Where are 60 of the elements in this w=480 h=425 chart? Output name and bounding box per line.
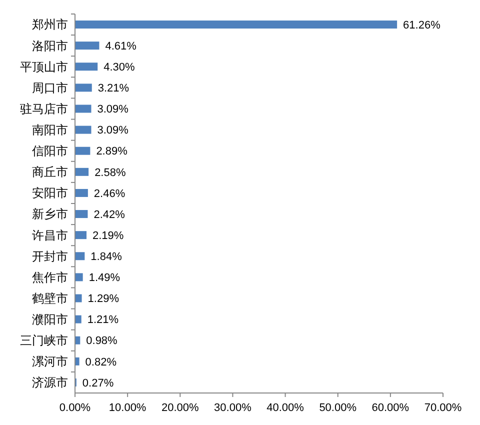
data-label: 1.21%: [87, 314, 119, 326]
data-label: 0.82%: [85, 356, 117, 368]
bar: [75, 42, 100, 50]
data-label: 0.27%: [82, 377, 114, 390]
x-tick-label: 30.00%: [214, 402, 252, 414]
bar: [75, 104, 92, 113]
y-tick-label: 信阳市: [32, 144, 68, 158]
y-tick-label: 商丘市: [32, 165, 68, 180]
y-tick-label: 安阳市: [32, 186, 68, 200]
data-label: 1.29%: [88, 293, 120, 306]
y-tick-label: 鹤壁市: [32, 291, 68, 306]
data-label: 2.58%: [94, 166, 126, 179]
y-tick-label: 南阳市: [32, 123, 68, 138]
bar: [75, 84, 92, 92]
x-tick-label: 0.00%: [59, 402, 91, 414]
y-tick-label: 新乡市: [32, 207, 68, 222]
data-label: 61.26%: [403, 19, 441, 32]
data-label: 2.46%: [94, 188, 126, 200]
bar: [75, 294, 82, 302]
data-label: 1.49%: [88, 272, 120, 284]
x-tick-label: 20.00%: [161, 402, 200, 414]
data-label: 2.19%: [92, 230, 124, 242]
data-label: 2.89%: [96, 146, 128, 158]
data-label: 3.09%: [97, 104, 129, 116]
x-tick-label: 50.00%: [319, 402, 357, 414]
bar: [75, 357, 80, 366]
y-tick-label: 开封市: [32, 249, 68, 264]
data-label: 2.42%: [94, 208, 126, 221]
data-label: 4.30%: [104, 61, 136, 74]
y-tick-label: 济源市: [32, 376, 68, 390]
bar: [75, 168, 89, 176]
x-tick-label: 10.00%: [108, 402, 146, 414]
bar: [75, 188, 88, 197]
y-tick-label: 洛阳市: [32, 38, 68, 53]
bar: [75, 210, 88, 218]
bar: [75, 62, 98, 71]
data-label: 0.98%: [86, 335, 118, 348]
x-tick-label: 60.00%: [372, 402, 410, 414]
y-tick-label: 许昌市: [32, 228, 68, 242]
data-label: 3.09%: [97, 124, 129, 137]
bar: [75, 146, 90, 155]
y-tick-label: 濮阳市: [32, 312, 68, 327]
data-label: 3.21%: [98, 82, 130, 95]
y-tick-label: 三门峡市: [20, 334, 68, 348]
bar: [75, 231, 87, 240]
x-tick-label: 40.00%: [266, 402, 304, 414]
y-tick-label: 周口市: [32, 80, 68, 95]
data-label: 1.84%: [90, 250, 122, 263]
data-label: 4.61%: [105, 40, 137, 52]
bar: [75, 20, 398, 29]
bar: [75, 252, 85, 260]
bar: [75, 315, 82, 324]
y-tick-label: 漯河市: [32, 354, 68, 369]
y-tick-label: 平顶山市: [20, 60, 68, 74]
bar: [75, 126, 92, 134]
x-tick-label: 70.00%: [424, 402, 462, 414]
y-tick-label: 焦作市: [32, 270, 68, 284]
bar: [75, 273, 83, 282]
y-tick-label: 驻马店市: [20, 102, 68, 116]
y-tick-label: 郑州市: [32, 18, 68, 32]
